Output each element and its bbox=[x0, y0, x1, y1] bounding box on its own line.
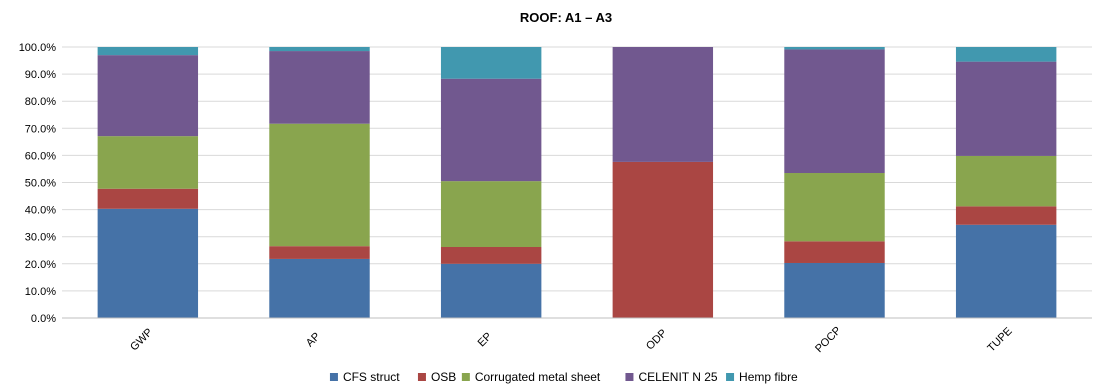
legend-swatch bbox=[625, 373, 634, 381]
y-axis-ticks: 0.0% 10.0% 20.0% 30.0% 40.0% 50.0% 60.0% 70.0% 8… bbox=[19, 42, 57, 325]
bar-segment bbox=[955, 47, 1057, 62]
bar-segment bbox=[269, 51, 370, 124]
y-tick-label: 30.0% bbox=[25, 232, 56, 244]
bar-segment bbox=[269, 258, 370, 318]
legend-swatch bbox=[329, 373, 338, 381]
legend-swatch bbox=[417, 373, 426, 381]
legend-label: CELENIT N 25 bbox=[638, 370, 717, 384]
y-tick-label: 40.0% bbox=[25, 205, 56, 217]
bar-segment bbox=[97, 55, 199, 137]
bar-segment bbox=[440, 47, 542, 79]
x-axis-ticks: GWP AP EP ODP POCP TUPE bbox=[128, 325, 1014, 356]
bar-segment bbox=[269, 123, 370, 247]
bar-segment bbox=[784, 262, 885, 318]
x-tick-label: AP bbox=[304, 330, 323, 349]
legend: CFS struct OSB Corrugated metal sheet CELEN… bbox=[329, 370, 798, 384]
bar-segment bbox=[784, 241, 885, 263]
bar-segment bbox=[955, 206, 1057, 225]
bar-segment bbox=[784, 47, 885, 50]
bar-segment bbox=[612, 161, 714, 318]
y-tick-label: 70.0% bbox=[25, 123, 56, 135]
y-tick-label: 50.0% bbox=[25, 178, 56, 190]
y-tick-label: 20.0% bbox=[25, 259, 56, 271]
x-tick-label: POCP bbox=[813, 325, 844, 356]
y-tick-label: 90.0% bbox=[25, 69, 56, 81]
bar-segment bbox=[955, 224, 1057, 318]
x-tick-label: EP bbox=[476, 330, 495, 349]
bar-segment bbox=[440, 246, 542, 264]
legend-swatch bbox=[461, 373, 470, 381]
bar-segment bbox=[97, 208, 199, 318]
y-tick-label: 10.0% bbox=[25, 286, 56, 298]
x-tick-label: GWP bbox=[128, 326, 155, 353]
legend-label: CFS struct bbox=[343, 370, 400, 384]
bar-segment bbox=[269, 47, 370, 52]
chart-title: ROOF: A1 – A3 bbox=[520, 10, 612, 25]
legend-label: OSB bbox=[431, 370, 456, 384]
y-tick-label: 0.0% bbox=[31, 313, 56, 325]
x-tick-label: ODP bbox=[644, 327, 669, 352]
bar-segment bbox=[97, 188, 199, 209]
y-tick-label: 100.0% bbox=[19, 42, 57, 54]
bars bbox=[97, 47, 1057, 318]
bar-segment bbox=[97, 47, 199, 56]
bar-segment bbox=[784, 173, 885, 242]
x-tick-label: TUPE bbox=[985, 325, 1014, 354]
bar-segment bbox=[955, 155, 1057, 207]
gridlines bbox=[62, 46, 1092, 292]
bar-segment bbox=[612, 47, 714, 162]
bar-segment bbox=[97, 136, 199, 189]
bar-segment bbox=[440, 78, 542, 182]
y-tick-label: 60.0% bbox=[25, 150, 56, 162]
bar-segment bbox=[440, 263, 542, 318]
y-tick-label: 80.0% bbox=[25, 96, 56, 108]
legend-swatch bbox=[726, 373, 735, 381]
bar-segment bbox=[784, 49, 885, 174]
bar-segment bbox=[955, 61, 1057, 156]
legend-label: Corrugated metal sheet bbox=[475, 370, 601, 384]
bar-segment bbox=[440, 181, 542, 247]
legend-label: Hemp fibre bbox=[739, 370, 798, 384]
bar-segment bbox=[269, 246, 370, 259]
